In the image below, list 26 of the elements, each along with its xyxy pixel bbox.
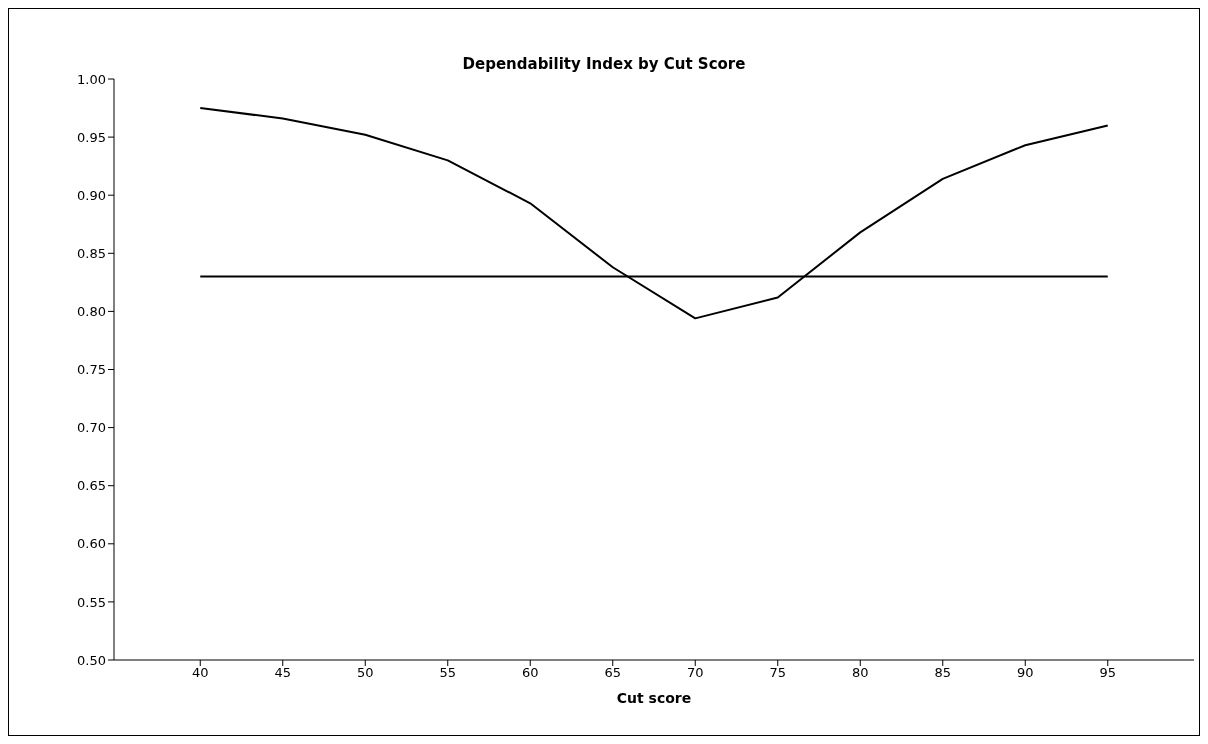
x-tick-label: 70: [686, 665, 704, 681]
y-tick-label: 1.00: [77, 71, 106, 87]
y-tick-label: 0.75: [77, 362, 106, 378]
x-tick-label: 50: [356, 665, 374, 681]
x-tick-label: 55: [439, 665, 457, 681]
x-tick-label: 95: [1099, 665, 1117, 681]
x-tick-label: 45: [274, 665, 292, 681]
y-tick-label: 0.65: [77, 478, 106, 494]
y-tick-label: 0.60: [77, 536, 106, 552]
y-tick-label: 0.80: [77, 304, 106, 320]
y-tick-label: 0.55: [77, 594, 106, 610]
x-tick-label: 65: [604, 665, 622, 681]
y-tick-label: 0.95: [77, 129, 106, 145]
chart-title: Dependability Index by Cut Score: [461, 55, 747, 73]
y-tick-label: 0.50: [77, 652, 106, 668]
y-tick-label: 0.90: [77, 187, 106, 203]
x-tick-label: 75: [769, 665, 787, 681]
x-tick-label: 80: [851, 665, 869, 681]
line-series: [199, 107, 1109, 320]
y-tick-label: 0.85: [77, 245, 106, 261]
x-axis-title: Cut score: [616, 690, 692, 706]
x-tick-label: 40: [191, 665, 209, 681]
x-tick-label: 90: [1016, 665, 1034, 681]
x-tick-label: 60: [521, 665, 539, 681]
y-tick-label: 0.70: [77, 420, 106, 436]
x-tick-label: 85: [934, 665, 952, 681]
